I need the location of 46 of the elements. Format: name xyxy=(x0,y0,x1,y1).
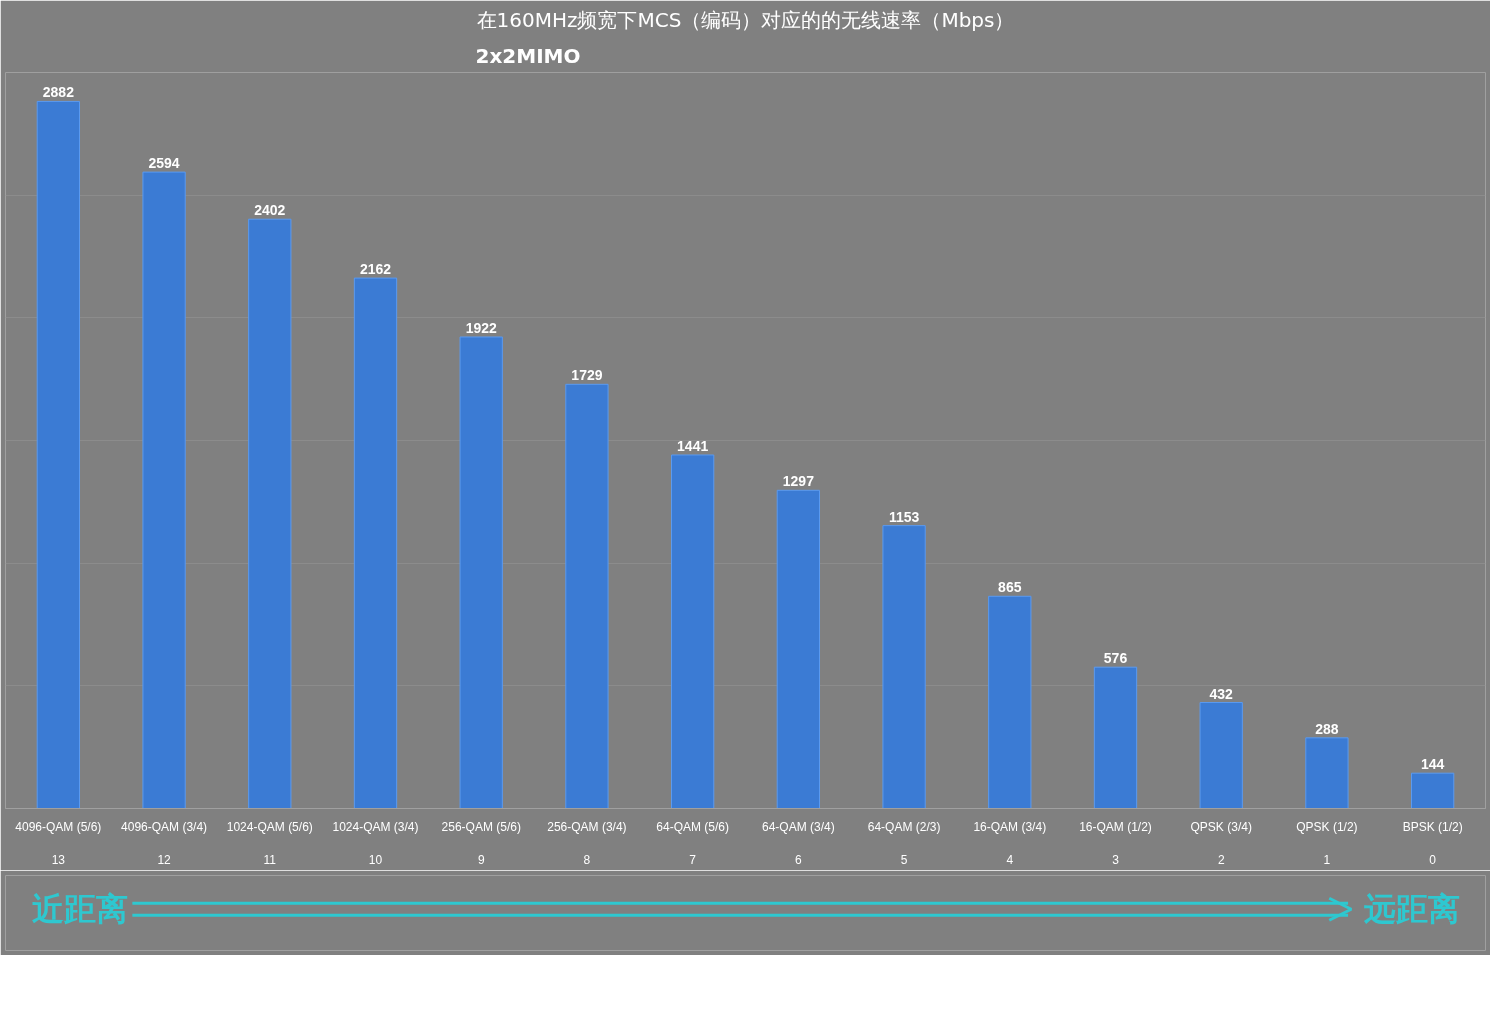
bar xyxy=(988,595,1032,809)
bar xyxy=(565,383,609,809)
chart-subtitle: 2x2MIMO xyxy=(475,43,581,68)
category-label: 256-QAM (5/6) 9 xyxy=(441,819,521,868)
data-label: 2594 xyxy=(148,155,180,172)
category-label: 16-QAM (1/2) 3 xyxy=(1079,819,1152,868)
data-label: 1297 xyxy=(782,473,815,490)
category-label: 64-QAM (2/3) 5 xyxy=(867,819,941,868)
bar xyxy=(776,489,820,809)
text: 近距离 xyxy=(31,891,128,928)
bar xyxy=(142,171,186,809)
data-label: 432 xyxy=(1209,685,1234,702)
data-label: 865 xyxy=(998,579,1022,596)
data-label: 288 xyxy=(1315,720,1339,737)
bar xyxy=(36,100,80,809)
category-label: 1024-QAM (3/4) 10 xyxy=(332,819,419,868)
bar xyxy=(353,277,398,809)
category-label: 64-QAM (3/4) 6 xyxy=(762,819,835,868)
data-label: 2882 xyxy=(42,84,75,101)
data-label: 1441 xyxy=(677,437,709,454)
bar xyxy=(1199,702,1243,809)
bar xyxy=(671,454,715,809)
category-label: 4096-QAM (3/4) 12 xyxy=(121,819,208,868)
bar xyxy=(1305,737,1349,809)
category-label: 1024-QAM (5/6) 11 xyxy=(226,819,313,868)
category-label: QPSK (1/2) 1 xyxy=(1296,819,1358,868)
category-label: 64-QAM (5/6) 7 xyxy=(656,819,729,868)
chart-title: 在160MHz频宽下MCS（编码）对应的的无线速率（Mbps） xyxy=(476,7,1015,32)
bar xyxy=(248,218,292,809)
category-label: 16-QAM (3/4) 4 xyxy=(973,819,1047,868)
bar xyxy=(1093,666,1138,809)
category-label: 256-QAM (3/4) 8 xyxy=(547,819,627,868)
data-label: 2402 xyxy=(254,202,286,219)
category-label: BPSK (1/2) 0 xyxy=(1402,819,1463,868)
category-label: 4096-QAM (5/6) 13 xyxy=(15,819,102,868)
data-label: 1922 xyxy=(465,319,497,336)
data-label: 144 xyxy=(1420,756,1445,773)
data-label: 1729 xyxy=(571,367,603,384)
bar xyxy=(882,525,926,809)
data-label: 1153 xyxy=(888,508,920,525)
data-label: 576 xyxy=(1103,650,1128,667)
category-label: QPSK (3/4) 2 xyxy=(1190,819,1252,868)
bar xyxy=(459,336,503,809)
text: 远距离 xyxy=(1362,891,1460,928)
bar xyxy=(1411,772,1455,809)
data-label: 2162 xyxy=(359,261,392,278)
